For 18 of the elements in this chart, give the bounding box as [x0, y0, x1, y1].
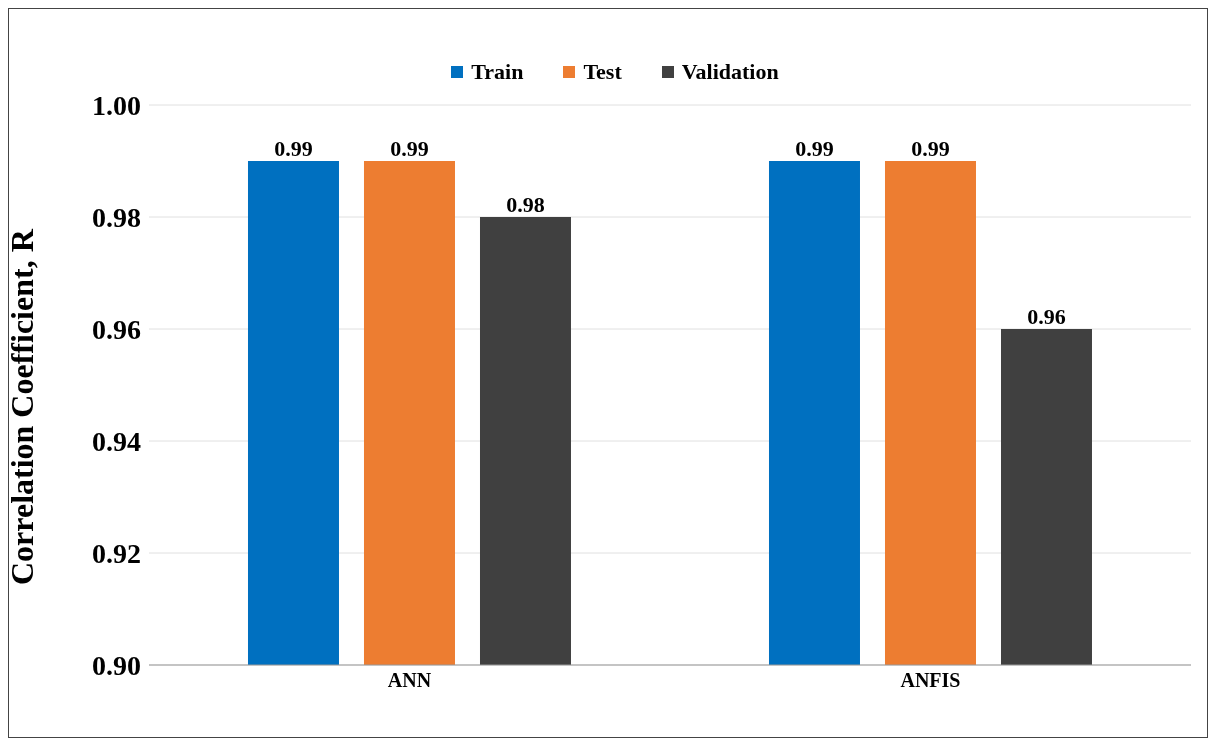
data-label: 0.99: [795, 136, 834, 161]
legend-label: Train: [470, 59, 524, 85]
y-tick-label: 0.96: [92, 313, 141, 345]
data-label: 0.99: [911, 136, 950, 161]
legend-label: Test: [582, 59, 622, 85]
data-label: 0.96: [1027, 304, 1066, 329]
data-label: 0.98: [506, 192, 545, 217]
y-tick-label: 0.90: [92, 649, 141, 681]
y-tick-label: 1.00: [92, 89, 141, 121]
legend-label: Validation: [680, 59, 779, 85]
y-tick-label: 0.94: [92, 425, 141, 457]
x-tick-label: ANN: [387, 669, 432, 692]
y-tick-label: 0.92: [92, 537, 141, 569]
y-tick-label: 0.98: [92, 201, 141, 233]
y-axis-title: Correlation Coefficient, R: [4, 228, 41, 585]
data-label: 0.99: [390, 136, 429, 161]
data-label: 0.99: [274, 136, 313, 161]
x-tick-label: ANFIS: [900, 669, 961, 692]
